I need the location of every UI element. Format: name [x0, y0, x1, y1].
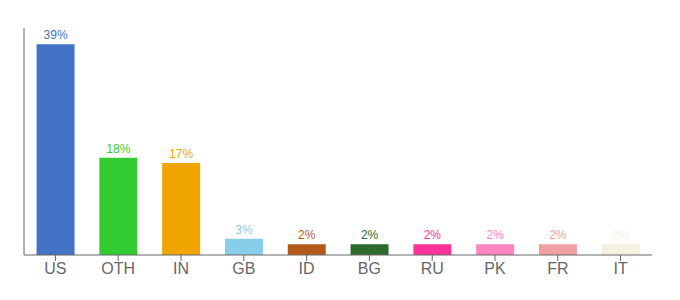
svg-text:BG: BG: [358, 260, 381, 277]
svg-text:US: US: [44, 260, 66, 277]
svg-text:RU: RU: [421, 260, 444, 277]
svg-text:2%: 2%: [298, 228, 316, 242]
svg-text:GB: GB: [232, 260, 255, 277]
svg-text:2%: 2%: [486, 228, 504, 242]
svg-text:18%: 18%: [106, 142, 130, 156]
svg-text:IT: IT: [613, 260, 627, 277]
svg-text:17%: 17%: [169, 147, 193, 161]
svg-text:2%: 2%: [361, 228, 379, 242]
svg-text:3%: 3%: [235, 223, 253, 237]
svg-text:2%: 2%: [424, 228, 442, 242]
svg-text:PK: PK: [484, 260, 506, 277]
svg-text:FR: FR: [547, 260, 568, 277]
svg-text:OTH: OTH: [101, 260, 135, 277]
svg-text:IN: IN: [173, 260, 189, 277]
svg-text:ID: ID: [299, 260, 315, 277]
svg-text:2%: 2%: [612, 228, 630, 242]
svg-text:39%: 39%: [44, 28, 68, 42]
svg-text:2%: 2%: [549, 228, 567, 242]
